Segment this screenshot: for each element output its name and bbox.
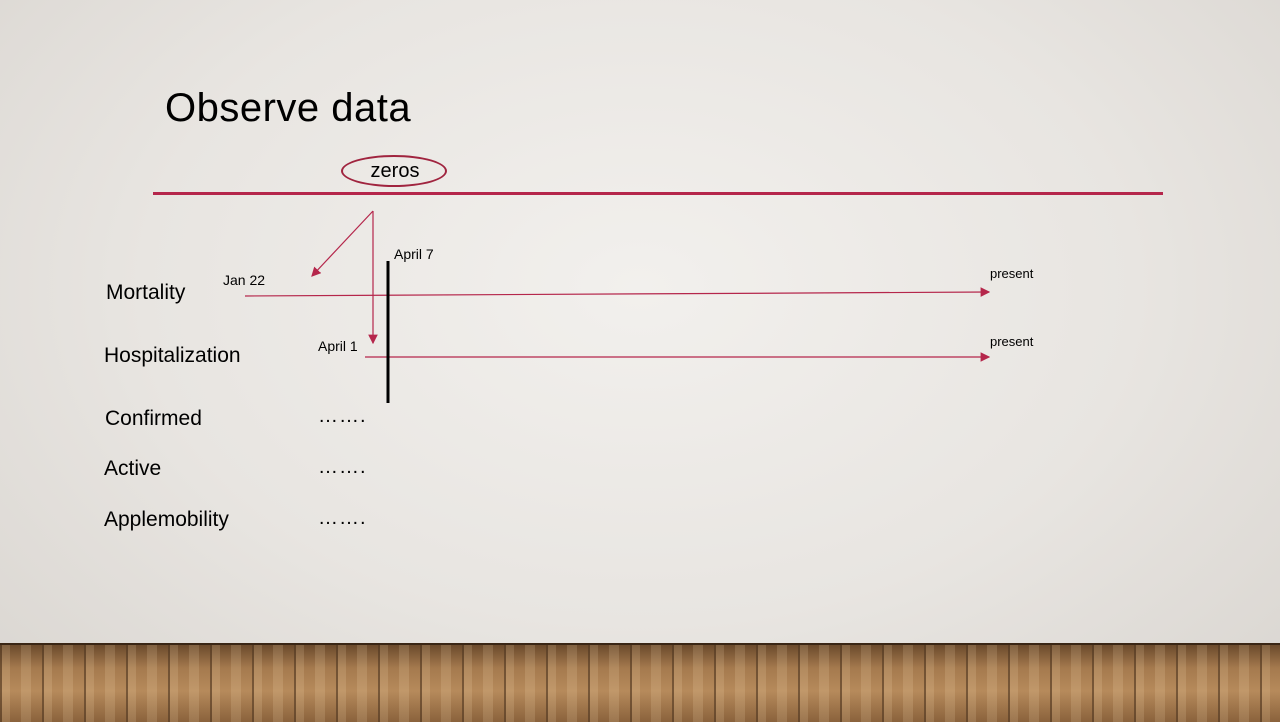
title-divider <box>153 192 1163 195</box>
zeros-callout-oval <box>341 155 447 187</box>
wood-floor-decoration <box>0 643 1280 722</box>
zeros-callout-text: zeros <box>370 160 420 182</box>
applemobility-continuation: ……. <box>318 507 367 529</box>
row-label-applemobility: Applemobility <box>104 508 229 531</box>
april7-marker-label: April 7 <box>394 246 434 262</box>
zeros-arrow-to-mortality <box>311 210 374 277</box>
hospitalization-start-label: April 1 <box>318 338 358 354</box>
row-label-confirmed: Confirmed <box>105 407 202 430</box>
mortality-timeline-arrow <box>244 287 991 297</box>
slide-title: Observe data <box>165 86 412 130</box>
mortality-end-label: present <box>990 266 1034 281</box>
mortality-start-label: Jan 22 <box>223 272 266 288</box>
confirmed-continuation: ……. <box>318 405 367 427</box>
active-continuation: ……. <box>318 456 367 478</box>
row-label-active: Active <box>104 457 162 480</box>
hospitalization-end-label: present <box>990 334 1034 349</box>
row-label-mortality: Mortality <box>106 281 186 304</box>
row-label-hospitalization: Hospitalization <box>104 344 241 367</box>
